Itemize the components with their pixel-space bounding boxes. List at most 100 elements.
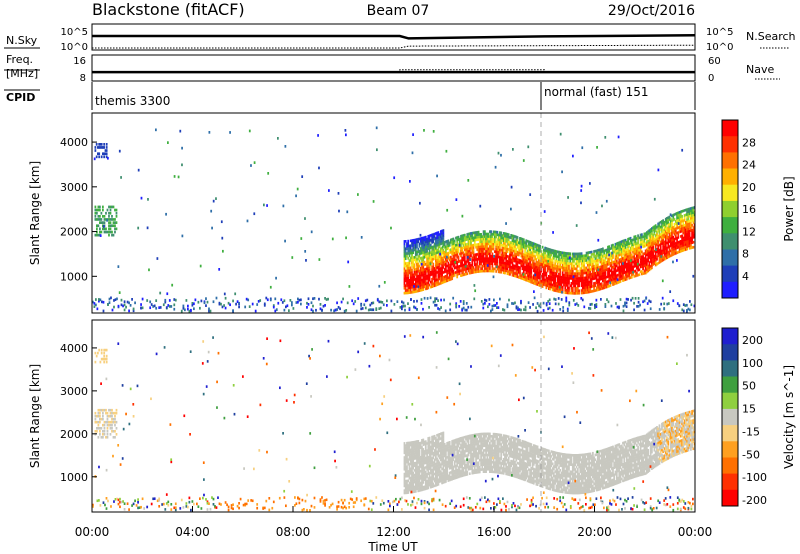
power-cell <box>428 264 431 267</box>
power-cell <box>546 279 549 283</box>
power-cell <box>584 288 587 292</box>
power-cell <box>105 227 107 231</box>
power-cell <box>347 260 350 264</box>
power-cell <box>555 252 558 256</box>
power-cell <box>500 256 503 259</box>
velocity-cell <box>301 508 304 512</box>
power-cell <box>500 258 503 262</box>
power-cell <box>564 283 567 287</box>
power-cell <box>519 249 521 252</box>
power-cell <box>428 249 431 252</box>
power-cell <box>521 255 524 258</box>
power-cell <box>512 274 515 277</box>
power-cell <box>485 262 487 265</box>
power-cell <box>496 255 499 259</box>
power-cell <box>505 269 508 273</box>
power-cell <box>166 292 169 296</box>
power-cell <box>568 281 570 285</box>
power-cell <box>550 261 553 264</box>
power-cell <box>499 255 501 259</box>
power-cell <box>468 269 471 272</box>
power-cell <box>544 273 547 277</box>
power-cell <box>221 236 224 240</box>
power-cell <box>580 184 583 188</box>
power-cell <box>520 262 523 265</box>
power-cell <box>558 265 560 269</box>
velocity-cell <box>679 500 682 503</box>
power-cell <box>514 254 516 258</box>
power-cell <box>407 242 410 245</box>
power-cell <box>490 232 492 236</box>
power-cell <box>428 237 431 240</box>
power-cell <box>573 255 575 258</box>
power-cell <box>554 298 557 301</box>
power-cell <box>421 286 423 289</box>
power-cell <box>593 272 595 275</box>
power-cell <box>529 240 531 244</box>
frequency-panel: Freq. [MHz] 16 8 60 0 Nave <box>4 53 780 84</box>
power-cell <box>482 252 485 256</box>
power-cell <box>624 261 627 264</box>
power-cell <box>102 221 104 224</box>
power-cell <box>478 233 481 236</box>
power-cell <box>412 251 415 254</box>
power-cell <box>580 259 583 263</box>
power-cell <box>461 308 464 312</box>
power-cell <box>416 285 418 288</box>
power-cell <box>437 238 440 242</box>
power-cell <box>472 256 475 259</box>
power-cell <box>443 298 445 302</box>
velocity-cell <box>369 499 372 503</box>
power-cell <box>95 155 98 159</box>
power-cell <box>509 248 511 252</box>
power-cell <box>605 251 608 254</box>
power-cell <box>345 236 347 240</box>
power-cell <box>431 233 433 237</box>
power-cell <box>491 242 494 246</box>
velocity-cell <box>105 408 107 412</box>
velocity-cell <box>588 506 590 510</box>
power-cell <box>502 234 505 238</box>
power-cell <box>108 205 110 209</box>
power-cell <box>568 256 571 260</box>
power-cell <box>548 282 550 286</box>
power-cell <box>424 255 427 259</box>
power-cell <box>484 262 486 265</box>
power-cell <box>436 174 438 178</box>
power-cell <box>619 265 622 269</box>
power-cell <box>445 275 447 278</box>
power-cell <box>545 286 548 290</box>
power-cell <box>595 256 598 260</box>
power-cell <box>663 307 666 310</box>
power-cell <box>610 278 613 282</box>
velocity-cell <box>97 420 100 424</box>
power-cell <box>620 260 623 263</box>
power-cell <box>438 267 441 271</box>
power-cell <box>592 262 594 266</box>
velocity-cell <box>689 501 691 505</box>
power-cell <box>568 276 570 280</box>
power-cell <box>623 239 626 242</box>
power-cell <box>546 247 549 251</box>
velocity-cell <box>164 508 167 511</box>
power-cell <box>457 245 460 249</box>
power-cell <box>108 297 111 301</box>
velocity-cell <box>432 497 435 501</box>
power-cell <box>625 248 628 251</box>
velocity-cell <box>313 506 316 509</box>
power-cell <box>592 284 594 288</box>
power-cell <box>532 254 535 258</box>
power-cell <box>481 252 484 256</box>
power-cell <box>594 306 596 310</box>
power-cell <box>532 267 535 270</box>
power-cell <box>526 249 529 253</box>
velocity-cell <box>354 501 357 504</box>
power-cell <box>434 299 436 303</box>
power-cell <box>432 250 435 254</box>
power-cell <box>404 252 407 256</box>
velocity-cell <box>449 502 452 505</box>
power-cell <box>551 286 554 289</box>
power-cell <box>523 308 525 311</box>
power-cell <box>607 285 609 288</box>
power-cell <box>404 284 407 287</box>
